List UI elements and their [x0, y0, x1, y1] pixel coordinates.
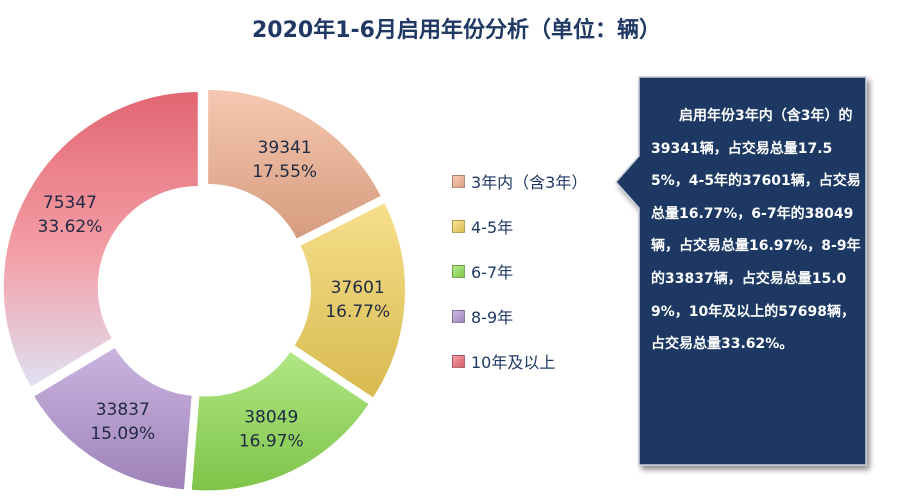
legend-item: 6-7年	[452, 260, 513, 282]
slice-value-label: 75347	[43, 193, 97, 213]
slice-value-label: 37601	[331, 278, 385, 298]
slice-value-label: 38049	[244, 408, 298, 428]
slice-2	[291, 200, 407, 401]
callout-shape	[614, 76, 867, 466]
slice-value-label: 33837	[96, 400, 150, 420]
slice-percent-label: 15.09%	[90, 424, 155, 444]
chart-title: 2020年1-6月启用年份分析（单位：辆）	[252, 18, 661, 43]
slice-percent-label: 16.77%	[325, 302, 390, 322]
legend-swatch	[452, 264, 465, 278]
legend-item: 10年及以上	[452, 350, 555, 372]
legend-item: 8-9年	[452, 305, 513, 327]
legend-swatch	[452, 354, 465, 368]
legend-item: 4-5年	[452, 215, 513, 237]
slice-5	[1, 90, 200, 390]
legend-label: 6-7年	[471, 263, 514, 282]
slice-1	[206, 87, 384, 242]
slice-3	[189, 349, 372, 493]
slice-percent-label: 33.62%	[38, 217, 103, 237]
legend-item: 3年内（含3年）	[452, 170, 587, 192]
legend-label: 8-9年	[471, 308, 514, 327]
legend-swatch	[452, 219, 465, 233]
legend-swatch	[452, 174, 465, 188]
slice-4	[31, 345, 194, 492]
slice-value-label: 39341	[258, 138, 312, 158]
legend-label: 10年及以上	[471, 353, 556, 372]
legend-label: 3年内（含3年）	[471, 173, 588, 192]
slice-percent-label: 17.55%	[252, 162, 317, 182]
legend-label: 4-5年	[471, 218, 514, 237]
slice-percent-label: 16.97%	[239, 432, 304, 452]
legend-swatch	[452, 309, 465, 323]
callout-text: 启用年份3年内（含3年）的39341辆，占交易总量17.55%，4-5年的376…	[651, 108, 861, 353]
